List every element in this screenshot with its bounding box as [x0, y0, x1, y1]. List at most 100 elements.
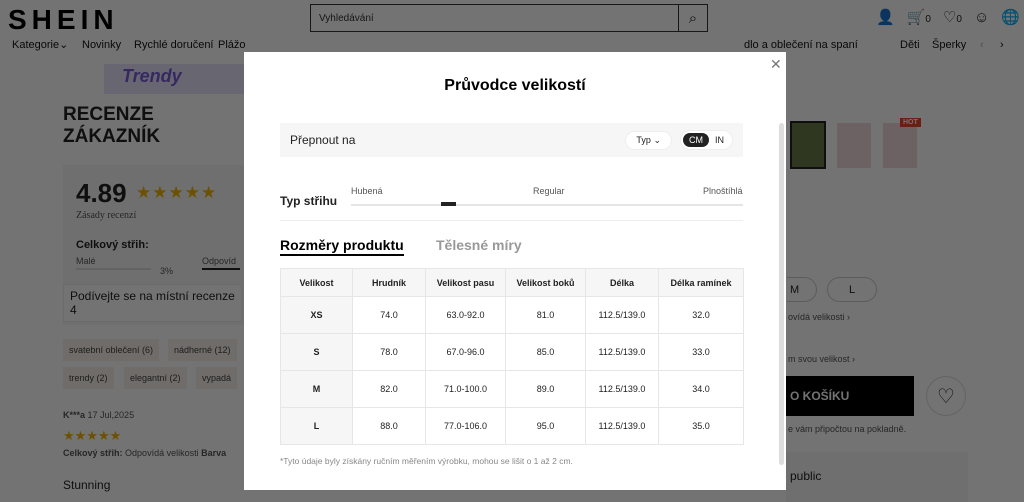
- tab-product-measurements[interactable]: Rozměry produktu: [280, 237, 404, 256]
- hot-badge: HOT: [900, 118, 921, 127]
- nav-next-icon[interactable]: ›: [1000, 39, 1004, 51]
- nav-item[interactable]: dlo a oblečení na spaní: [744, 39, 858, 51]
- trendy-banner[interactable]: Trendy: [104, 64, 244, 94]
- size-option[interactable]: M: [787, 277, 817, 302]
- cart-count: 0: [925, 14, 931, 25]
- size-option[interactable]: L: [827, 277, 877, 302]
- reviews-title: RECENZE ZÁKAZNÍK: [63, 104, 161, 147]
- fit-title: Celkový střih:: [76, 239, 149, 251]
- size-cell: S: [280, 333, 353, 371]
- column-header: Velikost: [280, 268, 353, 297]
- tab-body-measurements[interactable]: Tělesné míry: [436, 237, 522, 253]
- table-cell: 88.0: [352, 407, 426, 445]
- review-policy-link[interactable]: Zásady recenzí: [76, 210, 137, 221]
- nav-item[interactable]: Novinky: [82, 39, 122, 51]
- nav-item[interactable]: Děti: [900, 39, 920, 51]
- product-thumbnail[interactable]: [790, 121, 826, 169]
- table-cell: 81.0: [505, 296, 586, 334]
- size-fit-link[interactable]: ovídá velikosti ›: [788, 312, 851, 322]
- fit-slider-marker: [441, 202, 456, 206]
- table-cell: 112.5/139.0: [585, 407, 659, 445]
- scrollbar[interactable]: [779, 123, 784, 465]
- table-cell: 85.0: [505, 333, 586, 371]
- review-tag[interactable]: elegantní (2): [124, 367, 187, 389]
- table-row: L 88.0 77.0-106.0 95.0 112.5/139.0 35.0: [280, 407, 744, 445]
- fit-scale-label: Plnoštíhlá: [703, 186, 743, 196]
- table-cell: 71.0-100.0: [425, 370, 506, 408]
- nav-prev-icon[interactable]: ‹: [980, 39, 984, 51]
- review-fit-value: Odpovídá velikosti: [125, 448, 199, 458]
- shein-logo[interactable]: SHEIN: [8, 4, 119, 35]
- table-cell: 67.0-96.0: [425, 333, 506, 371]
- fit-small-label: Malé: [76, 256, 96, 266]
- fit-slider: [351, 202, 743, 206]
- table-row: XS 74.0 63.0-92.0 81.0 112.5/139.0 32.0: [280, 296, 744, 334]
- search-input[interactable]: [311, 5, 678, 31]
- table-cell: 33.0: [658, 333, 744, 371]
- review-tag[interactable]: trendy (2): [63, 367, 114, 389]
- wishlist-button[interactable]: ♡: [926, 376, 966, 416]
- tax-note: e vám připočtou na pokladně.: [788, 424, 907, 434]
- find-size-text: m svou velikost: [788, 354, 850, 364]
- rating-score: 4.89: [76, 178, 127, 208]
- size-guide-modal: ✕ Průvodce velikostí Přepnout na Typ ⌄ C…: [244, 52, 786, 490]
- review-fit-label: Celkový střih:: [63, 448, 123, 458]
- measurement-note: *Tyto údaje byly získány ručním měřením …: [280, 456, 573, 466]
- table-header-row: Velikost Hrudník Velikost pasu Velikost …: [280, 268, 744, 297]
- country-section[interactable]: public: [786, 452, 968, 502]
- column-header: Hrudník: [352, 268, 426, 297]
- size-fit-text: ovídá velikosti: [788, 312, 845, 322]
- table-cell: 34.0: [658, 370, 744, 408]
- column-header: Velikost pasu: [425, 268, 506, 297]
- review-tag[interactable]: svatební oblečení (6): [63, 339, 160, 361]
- product-thumbnail[interactable]: [837, 123, 871, 168]
- chevron-down-icon: ⌄: [59, 39, 69, 51]
- type-select-value: Typ: [636, 134, 651, 145]
- divider: [280, 220, 743, 221]
- table-row: S 78.0 67.0-96.0 85.0 112.5/139.0 33.0: [280, 333, 744, 371]
- review-tag[interactable]: vypadá: [196, 367, 238, 389]
- nav-item[interactable]: Rychlé doručení: [134, 39, 214, 51]
- nav-item[interactable]: Šperky: [932, 39, 967, 51]
- fit-true-label: Odpovíd: [202, 256, 237, 266]
- review-stars: ★★★★★: [63, 428, 122, 443]
- fit-scale-label: Hubená: [351, 186, 383, 196]
- search-bar: ⌕: [310, 4, 708, 32]
- find-size-link[interactable]: m svou velikost ›: [788, 354, 856, 364]
- size-cell: M: [280, 370, 353, 408]
- size-cell: L: [280, 407, 353, 445]
- column-header: Délka: [585, 268, 659, 297]
- product-thumbnail[interactable]: [883, 123, 917, 168]
- heart-icon: ♡: [937, 386, 955, 408]
- switch-label: Přepnout na: [290, 133, 356, 147]
- column-header: Velikost boků: [505, 268, 586, 297]
- column-header: Délka ramínek: [658, 268, 744, 297]
- fit-small-bar: [76, 268, 151, 270]
- support-icon[interactable]: ☺: [973, 8, 990, 26]
- user-icon[interactable]: 👤: [876, 9, 895, 26]
- review-text: Stunning: [63, 478, 111, 492]
- add-to-cart-button[interactable]: O KOŠÍKU: [786, 376, 914, 416]
- close-icon[interactable]: ✕: [770, 56, 782, 72]
- fit-type-label: Typ střihu: [280, 194, 338, 208]
- table-cell: 82.0: [352, 370, 426, 408]
- table-cell: 77.0-106.0: [425, 407, 506, 445]
- unit-in[interactable]: IN: [715, 135, 724, 145]
- table-cell: 63.0-92.0: [425, 296, 506, 334]
- nav-item[interactable]: Plážo: [218, 39, 246, 51]
- globe-icon[interactable]: 🌐: [1001, 9, 1020, 26]
- chevron-down-icon: ⌄: [653, 134, 661, 145]
- table-cell: 78.0: [352, 333, 426, 371]
- fit-true-bar: [202, 268, 240, 270]
- type-select[interactable]: Typ ⌄: [625, 130, 672, 150]
- cart-icon[interactable]: 🛒0: [906, 9, 931, 26]
- heart-icon[interactable]: ♡0: [942, 9, 962, 26]
- search-button[interactable]: ⌕: [678, 5, 707, 31]
- review-tag[interactable]: nádherné (12): [168, 339, 237, 361]
- rating-stars: ★★★★★: [136, 183, 218, 202]
- review-date: 17 Jul,2025: [87, 410, 135, 420]
- nav-item-categories[interactable]: Kategorie⌄: [12, 39, 68, 51]
- fit-small-pct: 3%: [160, 266, 174, 276]
- local-reviews-link[interactable]: Podívejte se na místní recenze 4: [63, 284, 242, 322]
- unit-cm[interactable]: CM: [683, 133, 709, 147]
